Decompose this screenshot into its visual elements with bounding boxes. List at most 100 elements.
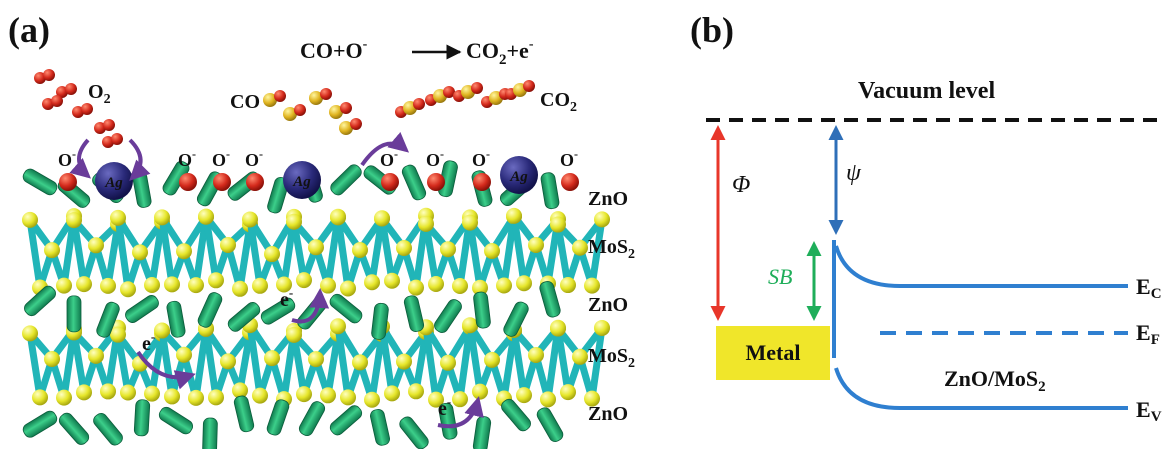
mo-s-bond <box>70 216 88 288</box>
ag-particle: Ag <box>500 156 538 194</box>
oxygen-atom <box>320 88 332 100</box>
oxygen-atom <box>471 82 483 94</box>
s-atom <box>452 277 468 294</box>
layer-label-mos2: MoS2 <box>588 236 635 262</box>
oxygen-ion-label: O- <box>472 147 490 170</box>
s-atom <box>364 391 380 408</box>
oxygen-ion-label: O- <box>380 147 398 170</box>
s-atom <box>164 388 180 405</box>
zno-rod <box>266 399 290 436</box>
s-atom <box>506 207 522 224</box>
s-atom <box>550 320 566 337</box>
s-atom <box>44 242 60 259</box>
mo-s-bond <box>422 323 440 404</box>
s-atom <box>352 241 368 258</box>
mo-s-bond <box>334 213 352 292</box>
mo-s-bond <box>202 213 220 284</box>
zno-rod <box>260 297 296 325</box>
s-atom <box>572 239 588 256</box>
s-atom <box>516 387 532 404</box>
oxygen-molecule-atom <box>51 95 63 107</box>
mo-s-bond <box>158 327 176 400</box>
layer-label-zno: ZnO <box>588 188 628 210</box>
s-atom <box>462 214 478 231</box>
ag-label: Ag <box>509 169 528 185</box>
s-atom <box>176 346 192 363</box>
zno-rod <box>370 409 390 446</box>
zno-rod <box>540 172 560 210</box>
zno-rod <box>298 401 326 436</box>
zno-mos2-lattice <box>22 160 610 449</box>
metal-label: Metal <box>746 340 801 365</box>
layer-labels: ZnO MoS2 ZnO MoS2 ZnO <box>588 188 635 425</box>
oxygen-molecule-atom <box>81 103 93 115</box>
mo-s-bond <box>554 325 572 396</box>
oxygen-ion <box>246 173 264 191</box>
mo-s-bond <box>26 216 44 292</box>
s-atom <box>452 391 468 408</box>
s-atom <box>132 244 148 261</box>
valence-band <box>834 367 1128 410</box>
co-reaction-arrow <box>360 131 410 167</box>
oxygen-adsorption-arrow <box>128 138 151 181</box>
metal-box <box>716 326 830 380</box>
s-atom <box>154 322 170 339</box>
mo-s-bond <box>456 323 474 403</box>
zno-rod <box>371 302 389 340</box>
s-atom <box>264 246 280 263</box>
s-atom <box>572 348 588 365</box>
mo-s-bond <box>500 329 518 403</box>
s-atom <box>286 326 302 343</box>
mo-s-bond <box>114 331 132 397</box>
mo-s-bond <box>70 328 88 396</box>
zno-rod <box>125 295 159 323</box>
oxygen-ion-label: O- <box>560 147 578 170</box>
mo-s-bond <box>466 219 484 292</box>
oxygen-ion-label: O- <box>212 147 230 170</box>
s-atom <box>188 389 204 406</box>
s-atom <box>252 387 268 404</box>
s-atom <box>396 240 412 257</box>
s-atom <box>120 384 136 401</box>
layer-label-zno: ZnO <box>588 403 628 425</box>
ag-particle: Ag <box>95 162 133 200</box>
layer-label-mos2: MoS2 <box>588 345 635 371</box>
oxygen-adsorption-arrow <box>69 138 91 179</box>
s-atom <box>528 236 544 253</box>
mo-s-bond <box>158 213 176 288</box>
electron-label: e- <box>438 394 451 420</box>
sb-label: SB <box>768 264 792 289</box>
mo-s-bond <box>290 218 308 284</box>
carbon-atom <box>329 105 343 119</box>
carbon-atom <box>309 91 323 105</box>
reaction-reactants: CO+O- <box>300 37 368 63</box>
s-atom <box>188 277 204 294</box>
phi-label: Φ <box>732 172 750 198</box>
zno-rod <box>133 399 151 437</box>
s-atom <box>516 275 532 292</box>
oxygen-atom <box>350 118 362 130</box>
reaction-equation: CO+O- CO2+e- <box>300 37 534 68</box>
zno-rod <box>22 410 58 438</box>
mo-s-bond <box>334 322 352 401</box>
s-atom <box>110 326 126 343</box>
s-atom <box>56 389 72 406</box>
oxygen-ion <box>381 173 399 191</box>
s-atom <box>374 210 390 227</box>
s-atom <box>330 318 346 335</box>
zno-rod <box>438 402 458 440</box>
s-atom <box>408 383 424 400</box>
mo-s-bond <box>412 328 430 395</box>
s-atom <box>76 384 92 401</box>
oxygen-atom <box>413 98 425 110</box>
panel-a-label: (a) <box>8 10 50 50</box>
zno-rod <box>93 412 123 446</box>
zno-rod <box>233 395 255 433</box>
conduction-band <box>834 245 1128 288</box>
zno-rod <box>536 407 564 442</box>
mo-s-bond <box>26 329 44 401</box>
mo-s-bond <box>422 220 440 288</box>
s-atom <box>88 347 104 364</box>
s-atom <box>296 272 312 289</box>
